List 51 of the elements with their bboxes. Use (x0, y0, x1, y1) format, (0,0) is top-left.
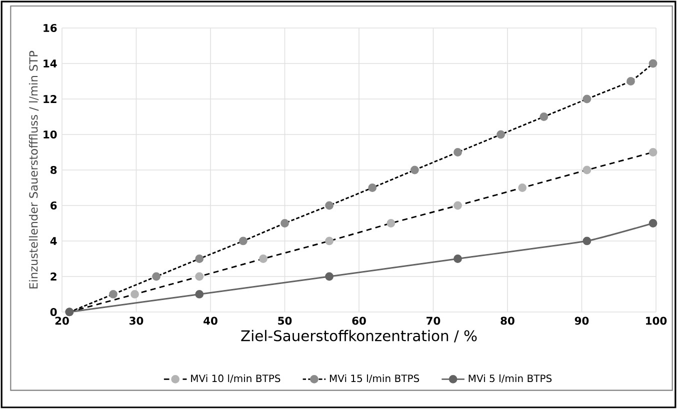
x-tick-label: 70 (426, 316, 440, 325)
y-tick-label: 12 (44, 95, 56, 103)
point (648, 59, 658, 68)
point (454, 148, 462, 156)
point (582, 236, 592, 246)
point (518, 184, 527, 192)
point (152, 272, 161, 281)
x-axis-title: Ziel-Sauerstoffkonzentration / % (241, 330, 477, 342)
point (109, 290, 118, 298)
x-tick-label: 50 (278, 316, 292, 325)
x-tick-label: 30 (130, 316, 144, 325)
point (259, 254, 268, 263)
y-tick-label: 16 (44, 24, 57, 32)
y-tick-label: 6 (50, 201, 57, 210)
y-tick-label: 0 (50, 308, 57, 316)
point (280, 219, 289, 228)
point (325, 272, 334, 281)
x-tick-label: 60 (352, 316, 366, 325)
point (195, 272, 204, 281)
point (540, 112, 548, 121)
x-tick-label: 40 (204, 316, 218, 325)
point (368, 184, 377, 192)
point (195, 254, 204, 263)
y-axis-title: Einzustellender Sauerstofffluss / l/min STP (28, 50, 39, 288)
y-tick-label: 4 (50, 237, 57, 245)
x-tick-label: 20 (55, 316, 69, 325)
point (130, 290, 139, 298)
point (454, 201, 462, 210)
point (410, 166, 419, 174)
point (386, 219, 396, 228)
point (626, 77, 635, 86)
y-tick-label: 14 (44, 60, 57, 68)
y-tick-label: 10 (44, 130, 57, 139)
point (582, 166, 592, 174)
x-tick-label: 90 (574, 316, 589, 325)
point (325, 201, 334, 210)
legend-label: MVi 15 l/min BTPS (330, 374, 420, 383)
legend-label: MVi 10 l/min BTPS (191, 374, 280, 383)
point (454, 254, 462, 263)
y-tick-label: 2 (50, 272, 56, 280)
point (238, 236, 248, 246)
point (648, 219, 658, 228)
point (195, 290, 204, 298)
x-tick-label: 80 (500, 316, 514, 325)
point (648, 148, 658, 156)
point (582, 94, 592, 104)
point (496, 130, 506, 139)
x-tick-label: 100 (646, 316, 667, 325)
y-tick-label: 8 (50, 166, 57, 174)
legend-label: MVi 5 l/min BTPS (468, 374, 552, 383)
point (325, 236, 334, 246)
